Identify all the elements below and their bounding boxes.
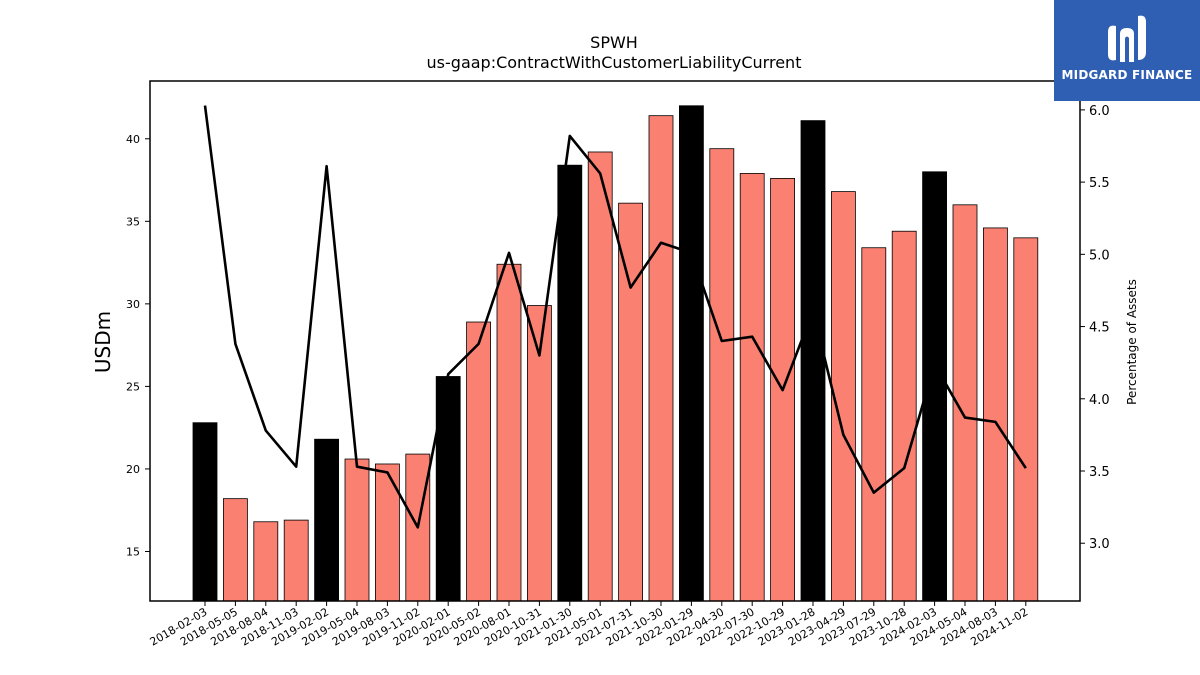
bar bbox=[861, 247, 887, 602]
bar-series bbox=[192, 105, 1039, 602]
bar bbox=[983, 227, 1008, 602]
bar bbox=[283, 519, 309, 602]
logo-text: MIDGARD FINANCE bbox=[1061, 68, 1193, 82]
brand-logo: MIDGARD FINANCE bbox=[1054, 0, 1200, 101]
bar bbox=[557, 164, 583, 602]
line-series bbox=[203, 105, 1027, 529]
bar bbox=[222, 498, 248, 602]
bar bbox=[891, 230, 917, 602]
y2-tick-label: 4.0 bbox=[1089, 393, 1110, 408]
y-tick-label: 15 bbox=[126, 545, 140, 558]
bar bbox=[800, 120, 826, 602]
bar bbox=[496, 263, 522, 602]
bar bbox=[709, 148, 735, 602]
y2-axis-label: Percentage of Assets bbox=[1125, 279, 1139, 405]
y2-tick-label: 5.0 bbox=[1089, 248, 1110, 263]
bar bbox=[466, 321, 492, 602]
bar bbox=[648, 115, 674, 602]
y-tick-label: 40 bbox=[126, 133, 140, 146]
y-tick-label: 20 bbox=[126, 463, 140, 476]
bar bbox=[192, 422, 218, 602]
bar bbox=[618, 202, 643, 602]
plot-frame bbox=[149, 80, 1081, 602]
bar bbox=[314, 438, 340, 602]
bar bbox=[344, 458, 370, 602]
y-axis-label: USDm bbox=[91, 311, 115, 373]
bar bbox=[253, 521, 279, 602]
bar bbox=[1013, 237, 1039, 602]
bar bbox=[374, 463, 400, 602]
y2-tick-label: 4.5 bbox=[1089, 321, 1110, 336]
y-tick-label: 35 bbox=[126, 215, 140, 228]
bar bbox=[739, 173, 765, 602]
y-tick-label: 30 bbox=[126, 298, 140, 311]
y2-tick-label: 3.5 bbox=[1089, 465, 1110, 480]
bar bbox=[922, 171, 947, 602]
bar bbox=[587, 151, 613, 602]
y-tick-label: 25 bbox=[126, 380, 140, 393]
y2-tick-label: 5.5 bbox=[1089, 176, 1110, 191]
y2-tick-label: 6.0 bbox=[1089, 104, 1110, 119]
y2-tick-label: 3.0 bbox=[1089, 537, 1110, 552]
bar bbox=[952, 204, 978, 602]
chart-title: SPWH bbox=[590, 33, 638, 52]
percentage-line bbox=[203, 105, 1027, 529]
chart-subtitle: us-gaap:ContractWithCustomerLiabilityCur… bbox=[427, 53, 802, 72]
midgard-logo-icon bbox=[1108, 15, 1146, 62]
bar bbox=[679, 105, 704, 602]
